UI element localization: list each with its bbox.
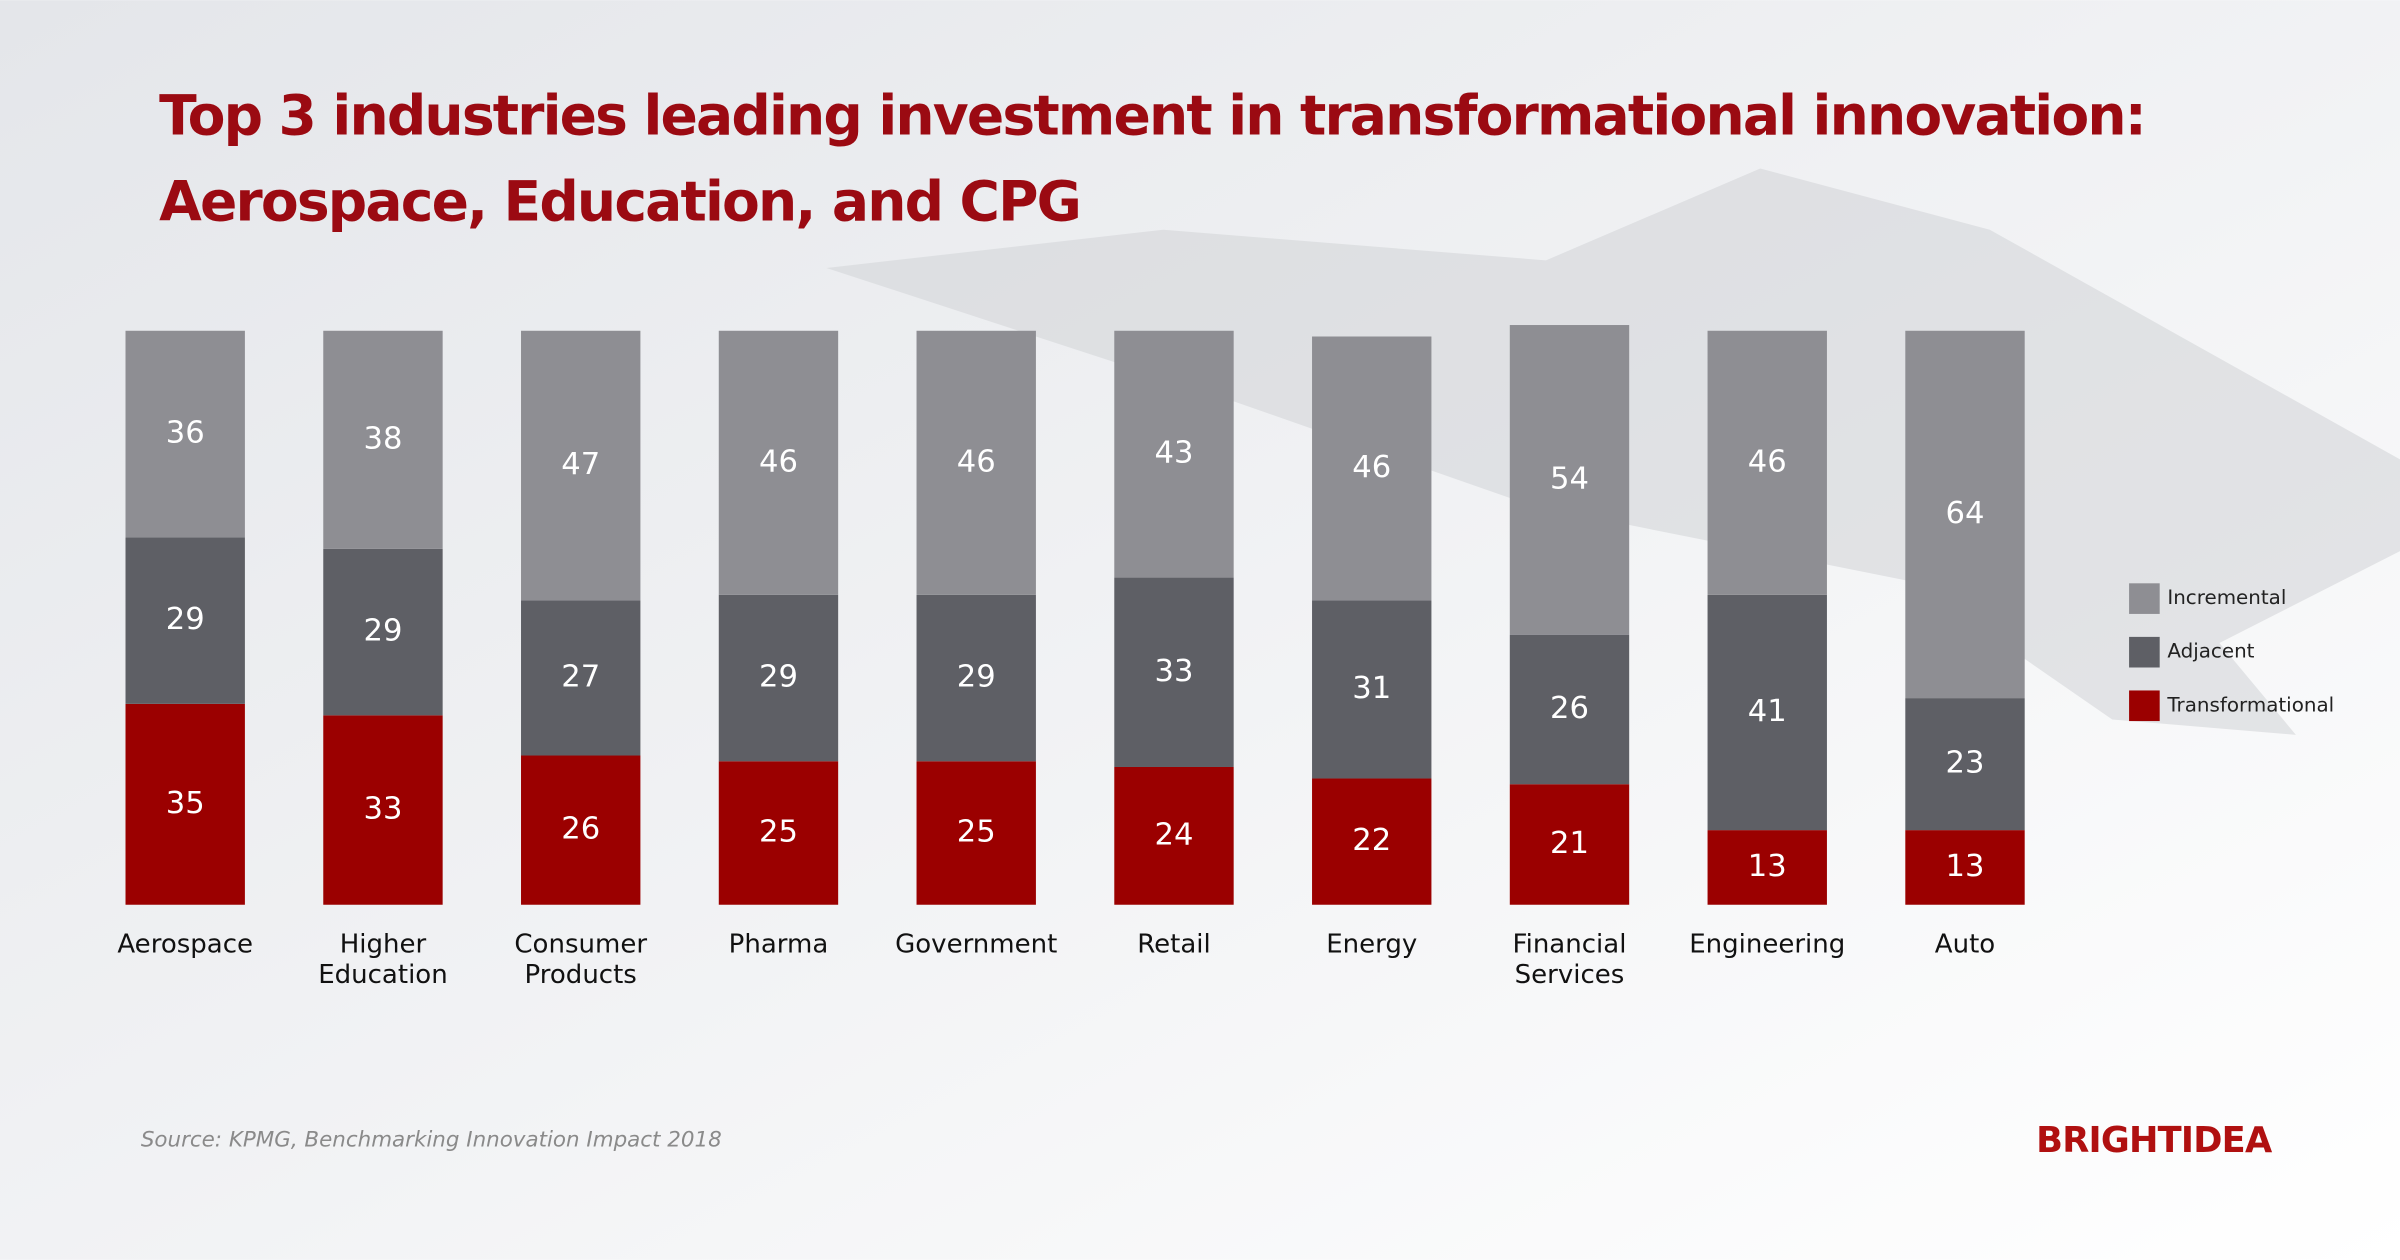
data-label: 38 — [363, 421, 402, 456]
bar-segment — [521, 600, 641, 756]
legend-label: Incremental — [2167, 586, 2286, 609]
data-label: 13 — [1748, 849, 1787, 884]
x-tick-label: Retail — [1137, 929, 1211, 959]
bar-segment — [1312, 778, 1432, 905]
chart-title: Aerospace, Education, and CPG — [159, 169, 1080, 233]
x-tick-label: Higher Education — [318, 929, 448, 990]
data-label: 25 — [957, 814, 996, 849]
bar-segment — [323, 330, 443, 549]
label-line: Engineering — [1689, 929, 1845, 959]
data-label: 41 — [1748, 694, 1787, 729]
data-label: 64 — [1946, 496, 1985, 531]
data-label: 46 — [1748, 444, 1787, 479]
bar-segment — [718, 594, 839, 762]
x-tick-label: Consumer Products — [514, 929, 647, 990]
legend-swatch — [2129, 583, 2160, 614]
bar-segment — [1114, 766, 1234, 905]
data-label: 22 — [1352, 823, 1391, 858]
label-line: Products — [525, 960, 637, 990]
bar-segment — [323, 715, 443, 905]
data-label: 27 — [561, 660, 600, 695]
label-line: Aerospace — [117, 929, 253, 959]
bar-segment — [125, 537, 245, 704]
bar-segment — [125, 703, 245, 905]
bar-segment — [718, 761, 839, 905]
data-label: 29 — [759, 660, 798, 695]
label-line: Education — [318, 960, 448, 990]
bar-segment — [1509, 325, 1630, 635]
bar-segment — [718, 330, 839, 595]
bar-segment — [1114, 577, 1234, 767]
bar-segment — [1905, 330, 2025, 699]
label-line: Higher — [340, 929, 427, 959]
legend-swatch — [2129, 636, 2160, 668]
label-line: Retail — [1137, 929, 1211, 959]
legend-label: Transformational — [2166, 693, 2334, 716]
data-label: 36 — [166, 416, 205, 451]
bar-segment — [521, 755, 641, 905]
bar-segment — [1707, 330, 1827, 595]
label-line: Consumer — [514, 929, 647, 959]
label-line: Pharma — [729, 929, 829, 959]
source-note: Source: KPMG, Benchmarking Innovation Im… — [141, 1127, 722, 1152]
data-label: 25 — [759, 814, 798, 849]
logo: BRIGHTIDEA — [2036, 1120, 2273, 1161]
label-line: Services — [1515, 960, 1625, 990]
data-label: 33 — [1155, 654, 1194, 689]
label-line: Auto — [1935, 929, 1995, 959]
data-label: 24 — [1155, 817, 1194, 852]
bar-segment — [916, 761, 1036, 905]
data-label: 21 — [1550, 826, 1589, 861]
x-tick-label: Government — [895, 929, 1057, 959]
data-label: 29 — [166, 602, 205, 637]
x-tick-label: Engineering — [1689, 929, 1845, 959]
data-label: 46 — [957, 444, 996, 479]
data-label: 23 — [1946, 746, 1985, 781]
x-tick-label: Auto — [1935, 929, 1995, 959]
data-label: 47 — [561, 447, 600, 482]
bar-segment — [1312, 336, 1432, 601]
data-label: 26 — [1550, 691, 1589, 726]
x-tick-label: Energy — [1326, 929, 1417, 959]
bar-segment — [1114, 330, 1234, 578]
x-tick-label: Financial Services — [1513, 929, 1627, 990]
x-tick-label: Pharma — [729, 929, 829, 959]
bar-segment — [1707, 830, 1827, 905]
legend-swatch — [2129, 690, 2160, 722]
bar-segment — [1905, 830, 2025, 905]
bar-segment — [916, 330, 1036, 595]
data-label: 31 — [1352, 671, 1391, 706]
data-label: 13 — [1946, 849, 1985, 884]
data-label: 35 — [166, 786, 205, 821]
data-label: 26 — [561, 812, 600, 847]
bar-segment — [1509, 784, 1630, 905]
data-label: 29 — [363, 614, 402, 649]
data-label: 46 — [1352, 450, 1391, 485]
chart-title: Top 3 industries leading investment in t… — [159, 84, 2145, 148]
bar-segment — [323, 548, 443, 716]
bar-segment — [1509, 634, 1630, 785]
bar-segment — [1312, 600, 1432, 779]
data-label: 54 — [1550, 462, 1589, 497]
label-line: Energy — [1326, 929, 1417, 959]
data-label: 43 — [1155, 436, 1194, 471]
legend-label: Adjacent — [2167, 640, 2254, 663]
x-tick-label: Aerospace — [117, 929, 253, 959]
bar-segment — [1905, 698, 2025, 831]
data-label: 33 — [363, 792, 402, 827]
data-label: 46 — [759, 444, 798, 479]
label-line: Financial — [1513, 929, 1627, 959]
label-line: Government — [895, 929, 1057, 959]
bar-segment — [125, 330, 245, 538]
bar-segment — [1707, 594, 1827, 831]
data-label: 29 — [957, 660, 996, 695]
bar-segment — [916, 594, 1036, 762]
bar-segment — [521, 330, 641, 601]
